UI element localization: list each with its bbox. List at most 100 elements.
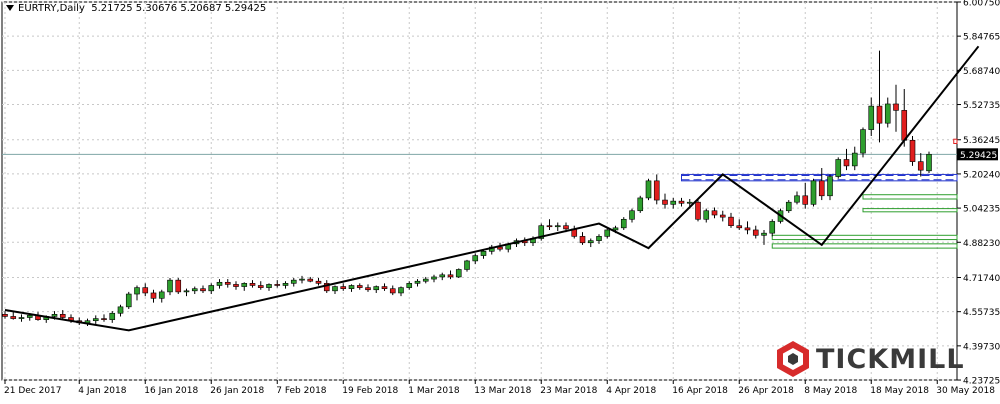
bull-candle [282,283,289,286]
bull-candle [290,279,297,284]
caption-arrow-icon [6,5,14,11]
y-tick-label: 5.20240 [963,170,1000,180]
y-tick-label: 5.68740 [963,67,1000,77]
bull-candle [604,229,611,237]
bull-candle [620,218,627,229]
y-tick-label: 5.36245 [963,136,1000,146]
x-tick-label: 1 Mar 2018 [408,386,460,396]
x-tick-label: 13 Mar 2018 [474,386,531,396]
bull-candle [851,152,858,167]
bear-candle [274,284,281,286]
resistance-zone-box [953,138,958,144]
x-tick-label: 23 Mar 2018 [540,386,597,396]
bear-candle [744,227,751,231]
support-zone-box [862,194,958,200]
bull-candle [455,269,462,278]
x-tick-label: 16 Apr 2018 [672,386,728,396]
bull-candle [373,286,380,291]
bull-candle [637,197,644,212]
bear-candle [695,201,701,220]
bull-candle [158,291,165,299]
bear-candle [315,280,322,284]
bull-candle [761,232,767,236]
bull-candle [769,221,776,234]
bull-candle [422,278,429,282]
bull-candle [406,283,413,288]
bear-candle [719,214,726,218]
bull-candle [670,200,677,205]
chart-caption: EURTRY,Daily 5.21725 5.30676 5.20687 5.2… [6,3,266,14]
bull-candle [587,240,594,244]
bear-candle [447,274,454,278]
bear-candle [340,286,347,289]
bull-candle [785,201,792,212]
close-value: 5.29425 [224,3,267,14]
timeframe-label: Daily [59,3,85,14]
bear-candle [101,318,107,320]
low-value: 5.20687 [180,3,222,14]
bull-candle [868,105,875,130]
bear-candle [563,225,569,230]
y-tick-label: 5.04235 [963,205,1000,215]
bull-candle [472,255,479,262]
bear-candle [175,279,182,293]
symbol-label: EURTRY [18,3,57,14]
bear-candle [142,287,149,294]
y-tick-label: 4.55735 [963,308,1000,318]
x-tick-label: 26 Apr 2018 [738,386,794,396]
bear-candle [876,105,883,124]
bull-candle [810,180,817,205]
bear-candle [802,195,809,205]
bull-candle [299,278,305,281]
bull-candle [645,180,652,199]
bull-candle [884,103,891,124]
bull-candle [439,274,446,278]
brand-name: TICKMILL [816,343,965,375]
x-tick-label: 19 Feb 2018 [342,386,398,396]
bear-candle [257,285,264,288]
bull-candle [926,154,932,172]
x-tick-label: 16 Jan 2018 [144,386,198,396]
tickmill-logo: TICKMILL [776,339,965,379]
y-tick-label: 4.88230 [963,239,1000,249]
open-value: 5.21725 [91,3,133,14]
bear-candle [653,180,660,201]
bull-candle [431,276,437,280]
bull-candle [686,201,693,204]
bear-candle [389,288,396,294]
bull-candle [629,210,635,220]
support-zone-box [771,243,958,249]
x-tick-label: 18 May 2018 [870,386,929,396]
bull-candle [241,283,248,287]
x-tick-label: 8 May 2018 [804,386,857,396]
bull-candle [216,281,223,286]
bear-candle [843,159,850,167]
bull-candle [596,236,602,241]
bull-candle [538,225,545,239]
bull-candle [134,287,140,295]
bear-candle [579,236,586,244]
bull-candle [612,227,619,231]
y-tick-label: 4.71740 [963,274,1000,284]
support-zone-box [862,208,958,213]
plot-frame [1,1,958,381]
x-tick-label: 26 Jan 2018 [210,386,264,396]
support-zone-box [771,234,958,241]
bull-candle [167,279,173,293]
bear-candle [249,283,256,286]
bear-candle [678,200,685,204]
current-price-badge [957,148,998,161]
y-tick-label: 5.52735 [963,101,1000,111]
bull-candle [208,285,215,292]
bear-candle [917,161,924,171]
bull-candle [348,285,355,289]
bear-candle [901,110,908,141]
bull-candle [332,286,338,292]
bull-candle [794,195,800,203]
current-price-label: 5.29425 [960,151,997,161]
bear-candle [893,103,899,111]
high-value: 5.30676 [135,3,178,14]
bear-candle [323,283,330,292]
x-tick-label: 4 Apr 2018 [606,386,656,396]
